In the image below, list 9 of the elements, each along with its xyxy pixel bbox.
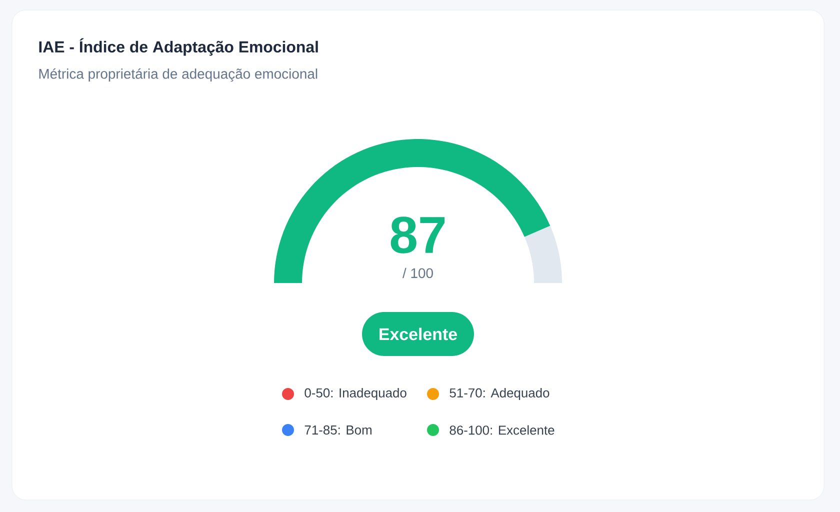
data-label: 87 [390,216,445,254]
text: Excelente [380,328,457,340]
text: 71-85: Bom [304,425,372,435]
chart-title: IAE - Índice de Adaptação Emocional [39,38,318,56]
text: / 100 [402,268,433,278]
text: 86-100: Excelente [450,425,554,435]
text: 0-50: Inadequado [304,388,406,400]
chart-subtitle: Métrica proprietária de adequação emocional [39,68,318,82]
text: 51-70: Adequado [450,388,550,400]
